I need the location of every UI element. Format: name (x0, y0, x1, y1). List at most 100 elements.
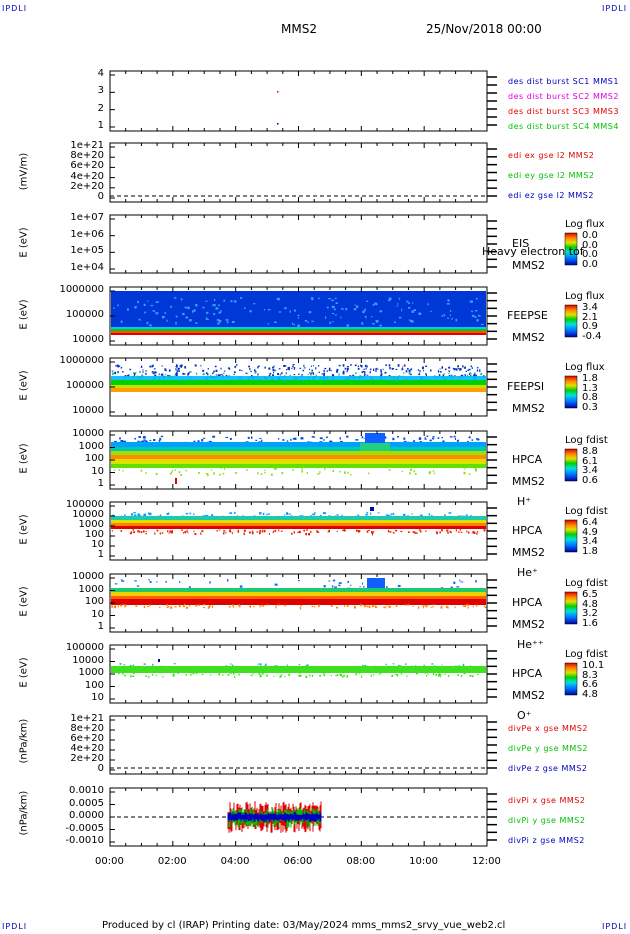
feepsi-sparse-blue-pt (470, 375, 472, 377)
feepsi-sparse-blue-pt (357, 365, 359, 368)
feepsi-sparse-blue-pt (403, 364, 406, 367)
y-tick-label: 1e+06 (70, 228, 104, 240)
feepsi-sparse-blue-pt (462, 365, 464, 368)
hpca-h-lower-speckle-pt (113, 469, 116, 471)
hpca-o-green-speckle-pt (261, 672, 264, 675)
spacecraft-label: MMS2 (512, 331, 545, 344)
y-tick-label: 1e+04 (70, 262, 104, 273)
hpca-o-green-speckle-pt (358, 672, 361, 674)
feepsi-sparse-blue-pt (133, 374, 135, 376)
colorbar-tick-label: 0.3 (582, 401, 598, 413)
hpca-h-top-speckle-pt (453, 435, 456, 438)
hpca-he-top-speckle-pt (262, 512, 265, 516)
hpca-hepp-orange-speckle-pt (184, 604, 186, 606)
hpca-o-green-speckle-pt (266, 674, 268, 677)
hpca-o-green-speckle-pt (148, 675, 150, 678)
hpca-hepp-red-band (111, 599, 486, 605)
feepsi-sparse-blue-pt (288, 367, 290, 369)
feepsi-sparse-blue-pt (176, 365, 178, 368)
feepsi-sparse-blue-pt (273, 365, 275, 367)
hpca-h-lower-speckle-pt (246, 469, 248, 471)
feepse-speckle-pt (449, 314, 451, 317)
y-tick-label: 10000 (72, 654, 104, 666)
feepsi-sparse-blue-pt (145, 372, 147, 375)
hpca-h-lower-speckle-pt (413, 470, 415, 473)
hpca-o-teal-speckle-pt (405, 663, 407, 666)
hpca-he-top-speckle-pt (167, 512, 170, 515)
y-tick-label: 100 (84, 453, 104, 464)
hpca-h-top-speckle-pt (193, 440, 196, 443)
x-tick-label: 10:00 (409, 856, 438, 867)
hpca-o-green-speckle-pt (300, 674, 302, 677)
feepsi-sparse-blue-pt (122, 371, 124, 373)
feepse-speckle-pt (274, 321, 277, 323)
hpca-he-teal-band (111, 516, 486, 520)
feepsi-sparse-blue-pt (222, 374, 224, 376)
feepse-speckle-pt (345, 308, 348, 311)
hpca-hepp-orange-speckle-pt (331, 604, 333, 607)
hpca-h-lower-speckle-pt (264, 469, 266, 471)
y-tick-label: 1000 (78, 583, 104, 595)
hpca-h-lower-speckle-pt (463, 471, 466, 475)
feepsi-teal-speckle-pt (164, 377, 166, 379)
feepsi-sparse-blue-pt (277, 373, 279, 375)
hpca-he-red-speckle-pt (413, 531, 415, 533)
hpca-hepp-orange-speckle (111, 604, 487, 610)
hpca-hepp-blue-speckle-pt (114, 583, 118, 585)
y-axis-label: (mV/m) (18, 152, 30, 190)
y-tick-label: 1 (97, 621, 104, 632)
feepsi-sparse-blue-pt (188, 372, 190, 375)
feepse-speckle-pt (474, 315, 477, 318)
feepse-speckle-pt (365, 308, 366, 310)
feepsi-sparse-blue-pt (126, 375, 128, 377)
hpca-hepp-orange-speckle-pt (346, 605, 348, 607)
hpca-h-lower-speckle-pt (198, 472, 200, 474)
colorbar-tick-label: 0.0 (582, 258, 598, 270)
feepse-speckle-pt (408, 319, 411, 321)
feepsi-sparse-blue-pt (189, 371, 192, 373)
feepsi-sparse-blue-pt (364, 373, 366, 375)
feepsi-teal-speckle-pt (260, 378, 262, 381)
feepsi-sparse-blue-pt (395, 368, 398, 370)
hpca-h-top-speckle-pt (119, 437, 121, 440)
hpca-o-teal-speckle-pt (469, 665, 471, 667)
hpca-he-red-speckle-pt (412, 531, 414, 533)
feepse-speckle-pt (474, 310, 478, 312)
hpca-hepp-orange-speckle-pt (417, 606, 420, 609)
feepsi-sparse-blue-pt (425, 374, 427, 377)
colorbar (564, 662, 578, 696)
hpca-he-red-speckle-pt (133, 531, 135, 534)
hpca-h-lower-speckle-pt (324, 468, 326, 471)
feepsi-sparse-blue-pt (438, 374, 441, 377)
feepsi-sparse-blue-pt (258, 365, 260, 367)
hpca-o-teal-speckle-pt (364, 665, 367, 667)
feepsi-sparse-blue-pt (286, 369, 288, 371)
hpca-h-yellow2-band (111, 459, 486, 464)
feepse-speckle-pt (411, 320, 414, 323)
feepsi-sparse-blue-pt (418, 373, 421, 376)
feepsi-sparse-blue-pt (255, 370, 257, 373)
hpca-he-red-speckle-pt (154, 532, 156, 535)
colorbar-tick-label: 3.4 (582, 302, 598, 313)
hpca-hepp-blue-speckle-pt (226, 579, 229, 582)
hpca-he-red-speckle-pt (310, 530, 312, 534)
hpca-h-top-speckle-pt (471, 439, 473, 441)
hpca-h-top-speckle-pt (134, 438, 136, 440)
feepsi-sparse-blue-pt (385, 364, 387, 366)
hpca-h-top-speckle-pt (454, 437, 456, 440)
hpca-h-lower-speckle-pt (292, 469, 294, 471)
feepsi-teal-speckle-pt (419, 376, 421, 378)
feepse-speckle-pt (346, 324, 350, 327)
hpca-he-top-speckle-pt (124, 514, 126, 516)
instrument-name: EIS (512, 237, 530, 250)
feepse-speckle-pt (455, 318, 458, 322)
feepse-speckle-pt (304, 320, 308, 322)
feepsi-sparse-blue-pt (315, 367, 317, 370)
hpca-he-top-speckle-pt (390, 513, 393, 515)
hpca-h-lower-speckle-pt (316, 473, 319, 475)
hpca-h-lower-speckle-pt (368, 472, 370, 475)
feepsi-sparse-blue-pt (454, 375, 456, 377)
feepse-speckle-pt (264, 309, 265, 311)
feepsi-sparse-blue-pt (425, 365, 428, 367)
hpca-he-red-speckle-pt (407, 531, 410, 533)
